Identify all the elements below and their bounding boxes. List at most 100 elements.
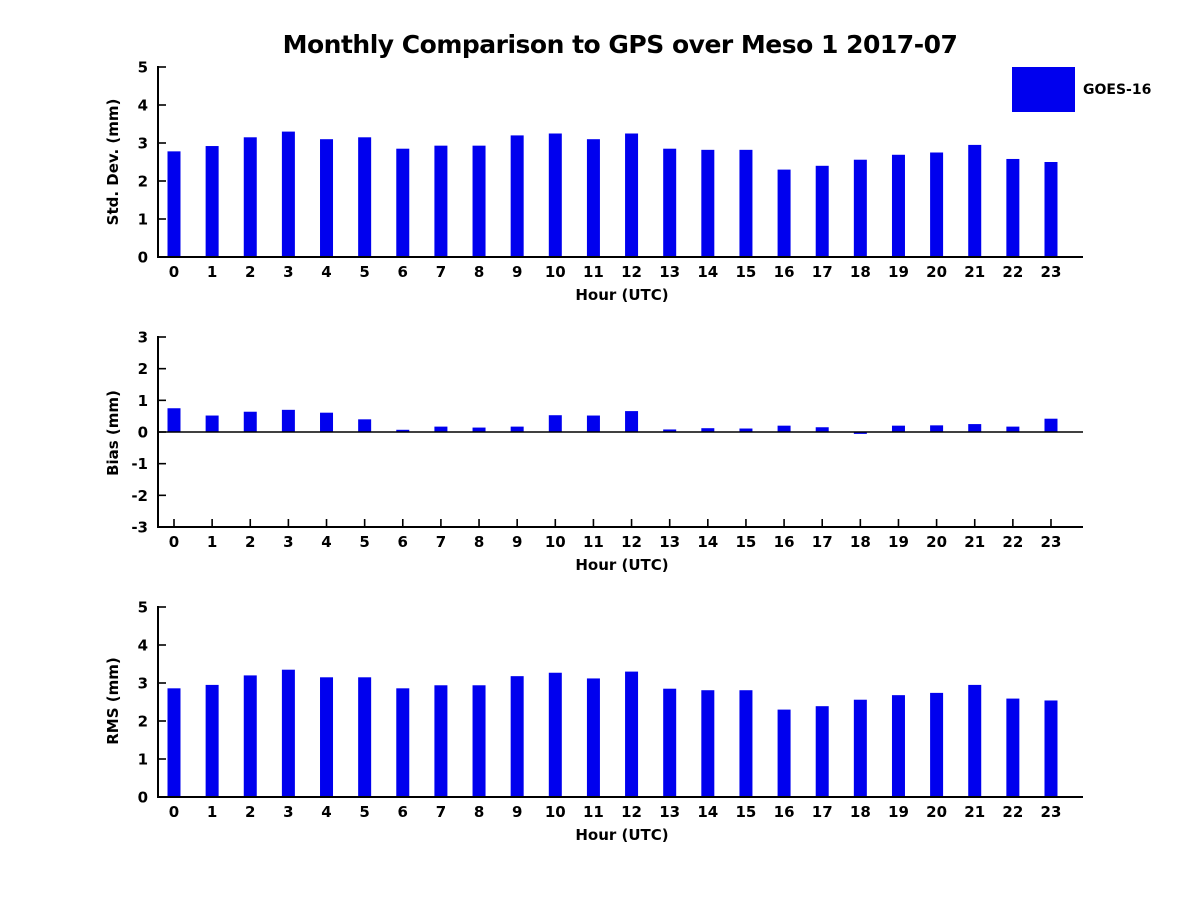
bar-hour-9 [510, 676, 524, 797]
x-tick-label: 6 [398, 263, 408, 281]
bar-hour-21 [968, 144, 982, 257]
x-tick-label: 18 [850, 263, 871, 281]
x-tick-label: 5 [359, 533, 369, 551]
bar-hour-22 [1006, 698, 1020, 797]
bar-hour-23 [1044, 418, 1058, 432]
x-tick-label: 13 [659, 803, 680, 821]
bar-hour-14 [701, 149, 715, 257]
bar-hour-14 [701, 690, 715, 797]
x-tick-label: 11 [583, 263, 604, 281]
x-tick-label: 23 [1041, 533, 1062, 551]
x-tick-label: 6 [398, 533, 408, 551]
bar-hour-23 [1044, 700, 1058, 797]
x-tick-label: 4 [321, 263, 331, 281]
x-tick-label: 21 [964, 803, 985, 821]
x-tick-label: 12 [621, 803, 642, 821]
x-tick-label: 2 [245, 263, 255, 281]
x-tick-label: 23 [1041, 263, 1062, 281]
bar-hour-11 [586, 678, 600, 797]
x-tick-label: 19 [888, 803, 909, 821]
bar-hour-16 [777, 709, 791, 797]
y-tick-label: 0 [138, 249, 148, 267]
x-tick-label: 0 [169, 803, 179, 821]
chart-title: Monthly Comparison to GPS over Meso 1 20… [282, 30, 958, 59]
x-tick-label: 21 [964, 263, 985, 281]
y-tick-label: 2 [138, 713, 148, 731]
x-tick-label: 7 [436, 263, 446, 281]
bar-hour-11 [586, 139, 600, 257]
y-tick-label: 1 [138, 392, 148, 410]
x-tick-label: 14 [697, 803, 718, 821]
x-tick-label: 16 [774, 803, 795, 821]
bar-hour-18 [853, 432, 867, 434]
x-tick-label: 3 [283, 533, 293, 551]
x-tick-label: 1 [207, 803, 217, 821]
y-tick-label: 3 [138, 675, 148, 693]
x-tick-label: 7 [436, 533, 446, 551]
x-tick-label: 3 [283, 263, 293, 281]
y-tick-label: 4 [138, 637, 148, 655]
x-tick-label: 18 [850, 803, 871, 821]
x-tick-label: 17 [812, 803, 833, 821]
x-tick-label: 15 [736, 533, 757, 551]
x-tick-label: 1 [207, 533, 217, 551]
x-tick-label: 16 [774, 533, 795, 551]
x-tick-label: 15 [736, 263, 757, 281]
x-tick-label: 13 [659, 533, 680, 551]
x-tick-label: 13 [659, 263, 680, 281]
bar-hour-3 [281, 131, 295, 257]
x-tick-label: 9 [512, 803, 522, 821]
x-tick-label: 22 [1002, 533, 1023, 551]
bar-hour-1 [205, 684, 219, 797]
bias-ylabel: Bias (mm) [104, 390, 122, 476]
bar-hour-5 [358, 677, 372, 797]
y-tick-label: 0 [138, 789, 148, 807]
bar-hour-20 [930, 692, 944, 797]
x-tick-label: 9 [512, 533, 522, 551]
x-tick-label: 19 [888, 533, 909, 551]
bar-hour-10 [548, 672, 562, 797]
bar-hour-5 [358, 419, 372, 432]
x-tick-label: 10 [545, 533, 566, 551]
bar-hour-8 [472, 145, 486, 257]
x-tick-label: 16 [774, 263, 795, 281]
x-tick-label: 8 [474, 533, 484, 551]
rms-ylabel: RMS (mm) [104, 657, 122, 745]
legend-swatch [1012, 67, 1075, 112]
bar-hour-17 [815, 165, 829, 257]
bar-hour-0 [167, 688, 181, 797]
bar-hour-20 [930, 425, 944, 432]
bar-hour-4 [320, 677, 334, 797]
bar-hour-6 [396, 688, 410, 797]
bar-hour-8 [472, 427, 486, 432]
x-tick-label: 19 [888, 263, 909, 281]
y-tick-label: -1 [131, 455, 148, 473]
bar-hour-11 [586, 415, 600, 432]
bar-hour-2 [243, 411, 257, 432]
bar-hour-12 [625, 133, 639, 257]
bar-hour-15 [739, 690, 753, 797]
x-tick-label: 12 [621, 263, 642, 281]
x-tick-label: 10 [545, 263, 566, 281]
x-tick-label: 22 [1002, 803, 1023, 821]
bias-xlabel: Hour (UTC) [575, 556, 669, 574]
bar-hour-23 [1044, 162, 1058, 257]
bar-hour-9 [510, 426, 524, 432]
y-tick-label: 2 [138, 360, 148, 378]
legend: GOES-16 [1012, 67, 1151, 112]
bar-hour-7 [434, 145, 448, 257]
bar-hour-2 [243, 137, 257, 257]
x-tick-label: 22 [1002, 263, 1023, 281]
bar-hour-7 [434, 426, 448, 432]
x-tick-label: 5 [359, 803, 369, 821]
bar-hour-22 [1006, 158, 1020, 257]
bar-hour-15 [739, 428, 753, 432]
bar-hour-21 [968, 684, 982, 797]
bar-hour-19 [891, 425, 905, 432]
legend-label: GOES-16 [1083, 81, 1152, 98]
x-tick-label: 18 [850, 533, 871, 551]
bar-hour-7 [434, 685, 448, 797]
x-tick-label: 21 [964, 533, 985, 551]
bar-hour-2 [243, 675, 257, 797]
